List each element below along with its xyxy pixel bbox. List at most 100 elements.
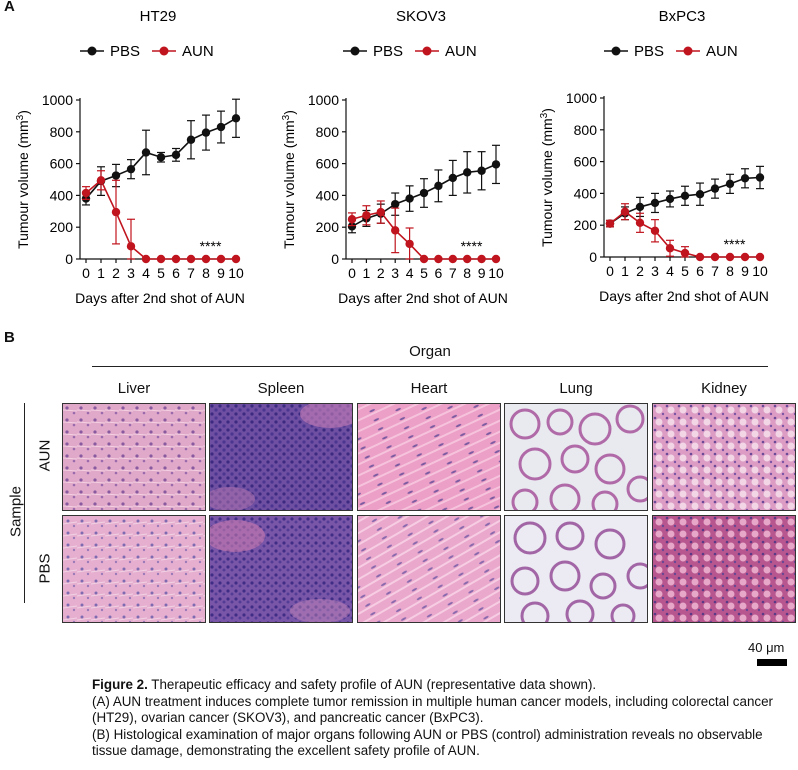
- tile-aun-spleen: [209, 403, 353, 511]
- y-tick-label: 200: [316, 219, 340, 235]
- y-axis-label-sup: 3: [281, 114, 292, 120]
- sample-rule: [24, 403, 25, 603]
- panel-a-letter: A: [4, 0, 15, 15]
- legend-label-pbs: PBS: [373, 43, 403, 60]
- data-point-pbs: [231, 114, 241, 123]
- data-point-aun: [96, 176, 106, 185]
- x-tick-label: 4: [406, 265, 414, 281]
- y-axis-label-close: ): [281, 110, 297, 115]
- data-point-aun: [171, 254, 181, 264]
- y-tick-label: 1000: [308, 92, 339, 108]
- data-point-aun: [725, 252, 735, 262]
- x-tick-label: 2: [636, 263, 644, 279]
- x-tick-label: 0: [82, 265, 90, 281]
- tile-aun-liver: [62, 403, 206, 511]
- x-axis-label: Days after 2nd shot of AUN: [338, 290, 508, 306]
- organ-header-rule: [92, 366, 768, 367]
- data-point-pbs: [710, 184, 720, 193]
- significance-label: ****: [724, 236, 746, 252]
- significance-label: ****: [200, 238, 222, 254]
- y-axis-label: Tumour volume (mm3): [15, 110, 31, 249]
- data-point-pbs: [755, 173, 765, 182]
- y-tick-label: 1000: [42, 92, 73, 108]
- x-tick-label: 1: [363, 265, 371, 281]
- legend-marker-aun: [159, 46, 169, 56]
- y-axis-label-sup: 3: [539, 112, 550, 118]
- x-tick-label: 9: [217, 265, 225, 281]
- data-point-pbs: [419, 188, 429, 198]
- data-point-aun: [376, 207, 385, 217]
- tile-pbs-spleen: [209, 515, 353, 623]
- y-tick-label: 200: [574, 217, 598, 233]
- data-point-pbs: [171, 150, 181, 160]
- y-tick-label: 600: [316, 156, 340, 172]
- tile-aun-kidney: [652, 403, 796, 511]
- data-point-aun: [620, 207, 630, 216]
- data-point-aun: [605, 219, 615, 228]
- data-point-pbs: [740, 174, 750, 183]
- data-point-pbs: [463, 168, 472, 177]
- data-point-pbs: [434, 181, 443, 191]
- x-tick-label: 2: [112, 265, 120, 281]
- data-point-aun: [405, 239, 414, 249]
- data-point-pbs: [347, 222, 357, 231]
- y-tick-label: 800: [50, 124, 74, 140]
- legend-marker-aun: [422, 46, 432, 56]
- x-tick-label: 7: [449, 265, 457, 281]
- data-point-pbs: [201, 128, 211, 137]
- x-tick-label: 7: [711, 263, 719, 279]
- data-point-aun: [391, 226, 400, 235]
- data-point-pbs: [126, 164, 136, 174]
- caption-line-a: (A) AUN treatment induces complete tumor…: [92, 693, 773, 726]
- y-tick-label: 400: [316, 187, 340, 203]
- legend-label-aun: AUN: [182, 43, 214, 60]
- y-tick-label: 0: [589, 249, 597, 265]
- tile-aun-lung: [504, 403, 648, 511]
- data-point-pbs: [650, 198, 660, 208]
- data-point-aun: [347, 215, 357, 224]
- tile-pbs-lung: [504, 515, 648, 623]
- y-tick-label: 800: [574, 122, 598, 138]
- tile-pbs-heart: [357, 515, 501, 623]
- col-label-spleen: Spleen: [257, 380, 305, 397]
- x-tick-label: 5: [681, 263, 689, 279]
- legend-label-pbs: PBS: [110, 43, 140, 60]
- x-tick-label: 10: [488, 265, 504, 281]
- sample-label: Sample: [7, 486, 25, 537]
- data-point-aun: [710, 252, 720, 262]
- data-point-pbs: [491, 160, 501, 169]
- y-tick-label: 200: [50, 219, 74, 235]
- data-point-pbs: [680, 191, 690, 200]
- data-point-aun: [81, 188, 91, 198]
- data-point-aun: [201, 254, 211, 264]
- data-point-aun: [111, 207, 121, 217]
- x-tick-label: 4: [142, 265, 150, 281]
- x-tick-label: 4: [666, 263, 674, 279]
- x-tick-label: 6: [696, 263, 704, 279]
- x-tick-label: 5: [157, 265, 165, 281]
- x-tick-label: 9: [741, 263, 749, 279]
- x-tick-label: 8: [463, 265, 471, 281]
- x-axis-label: Days after 2nd shot of AUN: [599, 288, 769, 304]
- y-axis-label-sup: 3: [15, 114, 26, 120]
- scale-bar-label: 40 μm: [748, 640, 785, 655]
- x-tick-label: 6: [435, 265, 443, 281]
- data-point-pbs: [156, 153, 166, 162]
- caption-title-rest: Therapeutic efficacy and safety profile …: [147, 677, 597, 692]
- panel-b-letter: B: [4, 329, 15, 346]
- legend-marker-pbs: [350, 46, 360, 56]
- x-tick-label: 2: [377, 265, 385, 281]
- data-point-pbs: [391, 199, 400, 209]
- data-point-pbs: [635, 202, 645, 212]
- y-axis-label: Tumour volume (mm3): [539, 108, 555, 247]
- data-point-aun: [755, 252, 765, 262]
- data-point-pbs: [448, 173, 457, 183]
- x-tick-label: 0: [606, 263, 614, 279]
- x-tick-label: 8: [726, 263, 734, 279]
- x-tick-label: 3: [651, 263, 659, 279]
- y-axis-label-main: Tumour volume (mm: [15, 120, 31, 249]
- row-label-aun: AUN: [36, 439, 54, 472]
- data-point-pbs: [665, 194, 675, 204]
